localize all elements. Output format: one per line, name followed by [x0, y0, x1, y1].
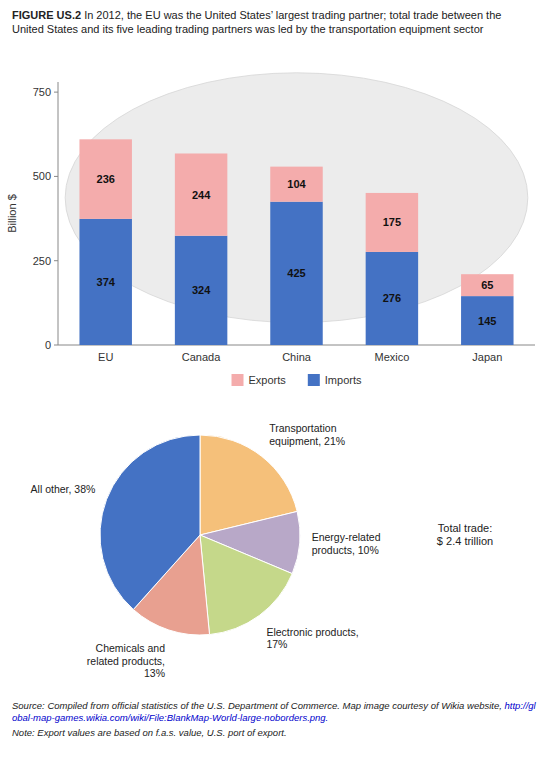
source-text: courtesy of Wikia website, — [392, 700, 504, 711]
y-tick-label: 250 — [33, 255, 51, 267]
title-block: FIGURE US.2 In 2012, the EU was the Unit… — [12, 8, 536, 36]
data-labels: 374 236 324 244 425 104 276 175 145 65 — [97, 173, 497, 326]
source-text: Source: Compiled from official statistic… — [12, 700, 390, 711]
y-tick-label: 750 — [33, 86, 51, 98]
pie-label: All other, 38% — [31, 483, 96, 495]
pie-label: Transportationequipment, 21% — [269, 422, 345, 447]
y-axis-line — [58, 82, 59, 345]
title: FIGURE US.2 — [12, 9, 81, 21]
y-tick-label: 0 — [45, 339, 51, 351]
data-label: 374 — [97, 276, 116, 288]
legend-entry: Exports — [249, 374, 287, 386]
pie-label: Electronic products,17% — [266, 626, 358, 651]
bar — [270, 202, 322, 345]
x-tick-label: Canada — [182, 351, 221, 363]
y-tick — [54, 260, 58, 261]
data-label: 104 — [287, 178, 306, 190]
x-tick-label: EU — [98, 351, 113, 363]
notes-block: Source: Compiled from official statistic… — [12, 700, 536, 739]
subtitle: In 2012, the EU was the United States’ l… — [12, 9, 501, 35]
data-label: 175 — [383, 216, 401, 228]
data-label: 324 — [192, 284, 211, 296]
bar — [270, 167, 322, 202]
chart-canvas: 0 250 500 750 Billion $ 374 236 324 244 425 104 276… — [0, 0, 548, 765]
data-label: 276 — [383, 292, 401, 304]
note-text: Note: Export values are based on f.a.s. … — [12, 727, 536, 739]
data-label: 236 — [97, 173, 115, 185]
pie — [100, 435, 300, 635]
legend-swatch — [308, 374, 320, 386]
bar — [461, 296, 513, 345]
bars — [79, 139, 513, 345]
data-label: 145 — [478, 315, 496, 327]
pie-label: Chemicals andrelated products,13% — [87, 642, 165, 679]
legend-swatch — [232, 374, 244, 386]
x-tick-label: China — [282, 351, 312, 363]
bar — [79, 139, 131, 219]
y-axis-label: Billion $ — [6, 194, 18, 233]
y-tick — [54, 92, 58, 93]
legend-entry: Imports — [325, 374, 362, 386]
x-tick-label: Japan — [472, 351, 502, 363]
data-label: 425 — [287, 267, 305, 279]
y-tick — [54, 345, 58, 346]
data-label: 244 — [192, 189, 211, 201]
bar — [79, 219, 131, 345]
pie-label: Energy-relatedproducts, 10% — [312, 531, 381, 556]
bar — [461, 274, 513, 296]
bar — [175, 236, 227, 345]
y-tick — [54, 176, 58, 177]
legend: Exports Imports — [232, 374, 362, 386]
bar — [175, 153, 227, 235]
bar — [366, 252, 418, 345]
data-label: 65 — [481, 279, 493, 291]
pie-slice — [200, 535, 292, 635]
y-tick-label: 500 — [33, 170, 51, 182]
pie-total: Total trade:$ 2.4 trillion — [437, 522, 493, 547]
pie-slice — [100, 435, 200, 610]
x-tick-label: Mexico — [374, 351, 409, 363]
bar — [366, 193, 418, 252]
